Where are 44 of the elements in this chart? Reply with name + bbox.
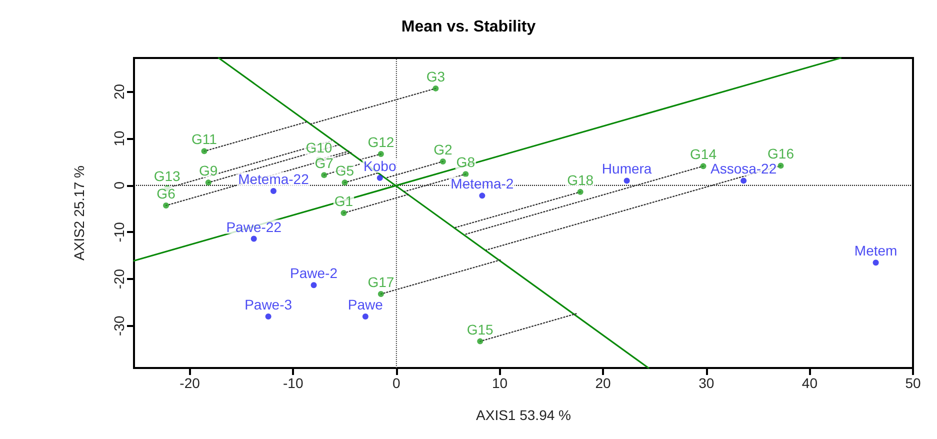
- y-tick-label: 0: [111, 181, 127, 190]
- data-label: Metema-22: [238, 170, 310, 187]
- data-label: G5: [335, 162, 354, 179]
- data-label: Kobo: [364, 158, 396, 174]
- data-label: G10: [306, 140, 332, 156]
- x-tick-label: 20: [595, 375, 612, 391]
- x-tick-label: 10: [492, 375, 508, 391]
- x-axis-title: AXIS1 53.94 %: [476, 407, 571, 423]
- data-label: G11: [192, 131, 218, 148]
- y-tick-label: -20: [111, 268, 127, 290]
- data-label: G7: [314, 155, 334, 172]
- data-label: Pawe-2: [290, 265, 338, 282]
- y-tick-label: 10: [111, 130, 127, 146]
- x-tick-label: 0: [392, 375, 401, 391]
- data-label: G14: [690, 146, 717, 162]
- data-label: Metema-2: [450, 176, 514, 192]
- data-label: G12: [368, 134, 394, 150]
- data-label: Pawe-3: [244, 296, 292, 312]
- data-label: G3: [426, 68, 446, 84]
- x-tick-label: 40: [802, 375, 818, 391]
- data-label: G13: [154, 168, 180, 184]
- data-label: Humera: [602, 160, 652, 177]
- data-label: G9: [199, 162, 218, 179]
- data-label: Pawe-22: [226, 218, 282, 235]
- data-label: G6: [156, 186, 176, 202]
- data-label: G8: [456, 154, 476, 170]
- data-label: G17: [368, 274, 394, 290]
- y-axis-title: AXIS2 25.17 %: [71, 166, 87, 260]
- chart-title: Mean vs. Stability: [401, 18, 536, 36]
- data-label: Metem: [854, 242, 898, 259]
- y-tick-label: -10: [111, 222, 127, 242]
- y-tick-label: 20: [111, 84, 127, 100]
- data-label: Pawe: [348, 296, 384, 312]
- data-label: G15: [466, 321, 494, 338]
- x-tick-label: -20: [180, 375, 200, 391]
- data-label: G16: [768, 146, 794, 162]
- data-label: Assosa-22: [710, 160, 777, 177]
- data-label: G1: [334, 193, 354, 209]
- x-tick-label: 50: [905, 375, 921, 391]
- data-label: G2: [434, 141, 452, 158]
- x-tick-label: -10: [282, 375, 304, 391]
- y-tick-label: -30: [111, 316, 127, 336]
- x-tick-label: 30: [698, 375, 714, 391]
- data-label: G18: [567, 172, 594, 188]
